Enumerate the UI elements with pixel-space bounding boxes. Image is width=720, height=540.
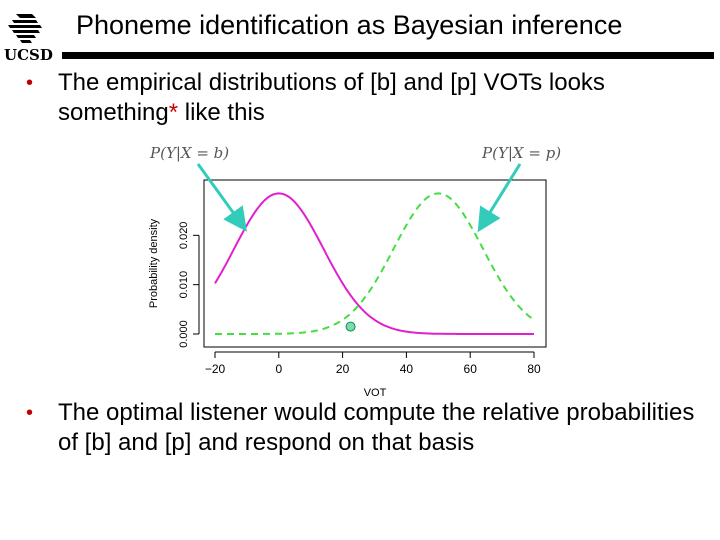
title-rule: [62, 52, 714, 59]
p-label-arrow: [477, 163, 522, 233]
x-axis-label: VOT: [364, 387, 387, 399]
ucsd-logo: UCSD: [4, 14, 53, 64]
b-series-label: P(Y|X = b): [149, 144, 229, 162]
x-tick-label: 80: [527, 362, 541, 376]
y-tick-label: 0.020: [178, 222, 190, 250]
bullet-1-text-a: The empirical distributions of [b] and […: [58, 69, 605, 126]
plot-frame: [203, 179, 547, 348]
y-tick-label: 0.000: [178, 320, 190, 348]
bullet-2-text: The optimal listener would compute the r…: [58, 399, 695, 456]
x-tick-label: −20: [205, 362, 226, 376]
observed-vot-point: [345, 321, 356, 332]
x-tick-label: 20: [336, 362, 350, 376]
bullet-marker: •: [26, 402, 34, 424]
b-label-arrow: [196, 163, 248, 232]
y-tick-label: 0.010: [178, 271, 190, 299]
x-tick-label: 0: [275, 362, 282, 376]
x-tick-label: 60: [464, 362, 478, 376]
p-series-label: P(Y|X = p): [481, 144, 561, 162]
bullet-1-star: *: [168, 99, 179, 126]
slide-title: Phoneme identification as Bayesian infer…: [76, 10, 623, 40]
b-distribution-line: [214, 192, 534, 335]
bullet-marker: •: [26, 72, 34, 94]
logo-text: UCSD: [4, 46, 53, 64]
x-tick-label: 40: [400, 362, 414, 376]
bullet-1-text-b: like this: [178, 99, 265, 126]
y-axis-label: Probability density: [148, 218, 160, 308]
p-distribution-line: [215, 192, 535, 335]
